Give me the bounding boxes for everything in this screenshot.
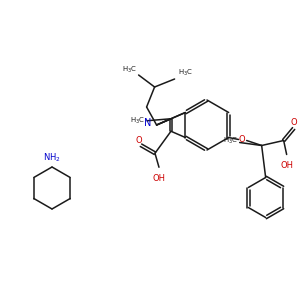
Text: OH: OH [280,161,293,170]
Text: OH: OH [152,174,166,183]
Text: O: O [238,135,245,144]
Text: H$_3$C: H$_3$C [122,65,136,75]
Text: H$_3$C: H$_3$C [178,68,193,78]
Text: O: O [290,118,297,127]
Text: H$_3$C: H$_3$C [130,116,145,126]
Text: NH$_2$: NH$_2$ [43,152,61,164]
Text: O: O [136,136,142,145]
Text: H$_3$C: H$_3$C [223,135,238,146]
Text: N: N [144,118,152,128]
